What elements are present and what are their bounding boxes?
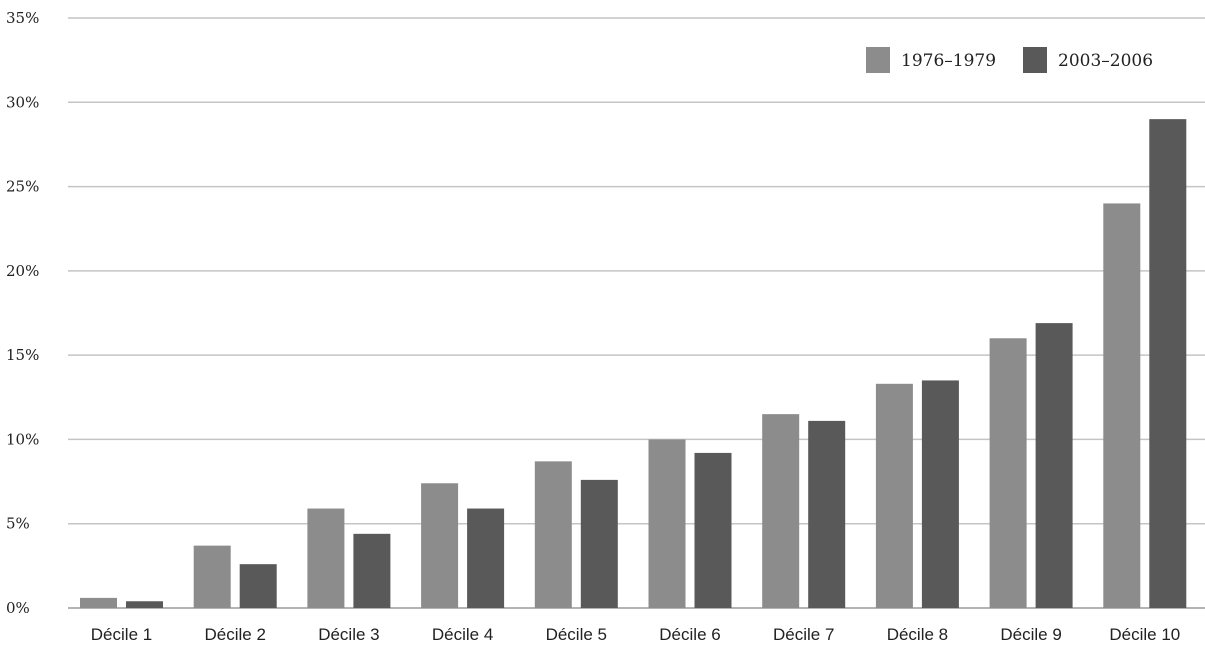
- x-category-label: Décile 2: [204, 625, 265, 644]
- bars: [80, 119, 1187, 609]
- y-axis-tick-labels: 0% 5% 10% 15% 20% 25% 30% 35%: [6, 9, 39, 617]
- legend-swatch: [1023, 47, 1047, 73]
- bar-series-2: [353, 533, 391, 608]
- bar-series-2: [808, 420, 846, 608]
- x-category-label: Décile 7: [773, 625, 834, 644]
- y-tick-label: 25%: [6, 178, 39, 196]
- legend-label: 2003–2006: [1058, 51, 1153, 71]
- bar-series-2: [1149, 119, 1187, 609]
- x-category-label: Décile 1: [91, 625, 152, 644]
- bar-series-1: [875, 383, 913, 608]
- bar-series-2: [580, 479, 618, 608]
- bar-series-1: [307, 508, 345, 608]
- bar-series-1: [193, 545, 231, 608]
- x-category-label: Décile 4: [432, 625, 493, 644]
- y-tick-label: 0%: [6, 599, 30, 617]
- bar-series-2: [126, 601, 163, 608]
- x-axis-category-labels: Décile 1 Décile 2 Décile 3 Décile 4 Décile 5…: [91, 625, 1180, 644]
- y-tick-label: 10%: [6, 430, 39, 448]
- y-tick-label: 35%: [6, 9, 39, 27]
- bar-series-2: [921, 380, 959, 608]
- bar-series-2: [467, 508, 505, 608]
- bar-series-2: [694, 452, 732, 608]
- x-category-label: Décile 5: [546, 625, 607, 644]
- bar-series-1: [80, 597, 117, 608]
- bar-series-1: [534, 461, 572, 608]
- bar-series-1: [762, 414, 800, 608]
- bar-series-2: [239, 564, 277, 608]
- gridlines: [68, 17, 1205, 609]
- bar-series-1: [648, 439, 686, 608]
- legend-swatch: [866, 47, 890, 73]
- x-category-label: Décile 10: [1109, 625, 1180, 644]
- legend-label: 1976–1979: [901, 51, 996, 71]
- bar-series-1: [989, 338, 1027, 608]
- x-category-label: Décile 6: [659, 625, 720, 644]
- y-tick-label: 20%: [6, 262, 39, 280]
- legend: 1976–1979 2003–2006: [866, 47, 1153, 73]
- y-tick-label: 30%: [6, 93, 39, 111]
- bar-series-1: [421, 483, 459, 608]
- bar-series-2: [1035, 323, 1073, 608]
- y-tick-label: 15%: [6, 346, 39, 364]
- x-category-label: Décile 3: [318, 625, 379, 644]
- x-category-label: Décile 9: [1000, 625, 1061, 644]
- x-category-label: Décile 8: [887, 625, 948, 644]
- y-tick-label: 5%: [6, 515, 30, 533]
- bar-series-1: [1103, 203, 1141, 608]
